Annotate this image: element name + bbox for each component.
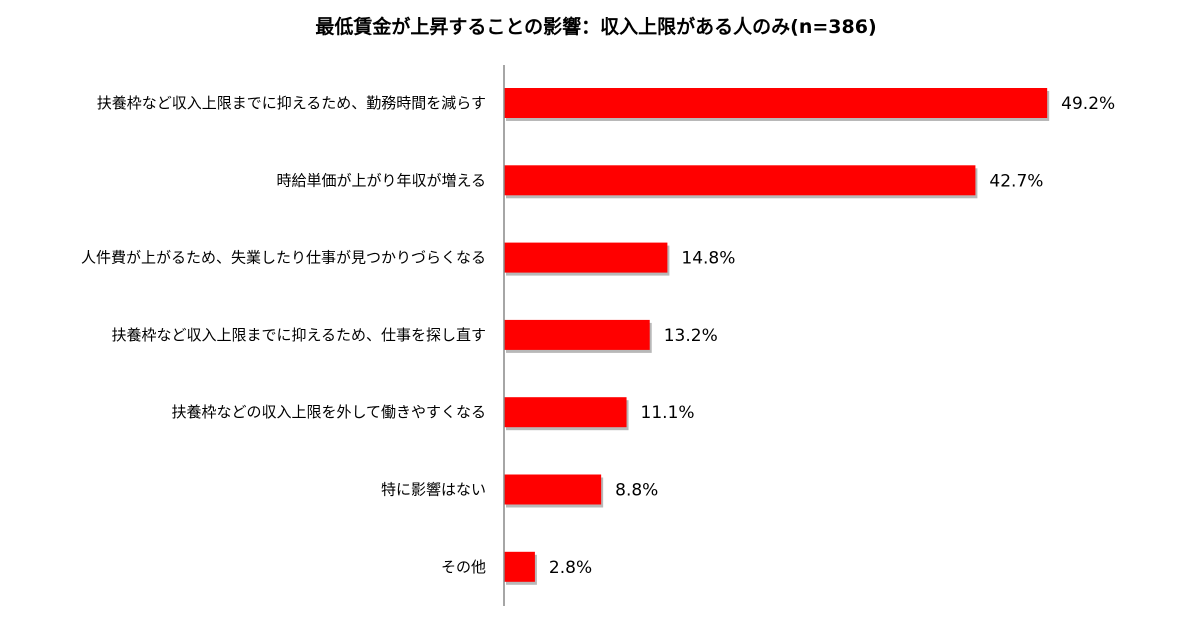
bar xyxy=(504,397,627,428)
value-label: 49.2% xyxy=(1061,94,1115,114)
value-label: 13.2% xyxy=(664,326,718,346)
bar xyxy=(504,88,1048,118)
bars xyxy=(504,88,1048,582)
bar xyxy=(504,242,668,273)
value-label: 8.8% xyxy=(615,481,658,501)
bar xyxy=(504,319,650,350)
value-label: 14.8% xyxy=(681,249,735,269)
bar xyxy=(504,551,535,582)
category-label: 扶養枠などの収入上限を外して働きやすくなる xyxy=(171,403,486,421)
category-label: その他 xyxy=(441,558,486,576)
category-label: 人件費が上がるため、失業したり仕事が見つかりづらくなる xyxy=(81,249,486,267)
value-label: 42.7% xyxy=(989,171,1043,191)
category-labels: 扶養枠など収入上限までに抑えるため、勤務時間を減らす時給単価が上がり年収が増える… xyxy=(81,94,486,576)
category-label: 特に影響はない xyxy=(381,481,486,499)
bar xyxy=(504,165,976,196)
value-labels: 49.2% 42.7% 14.8% 13.2% 11.1% 8.8% 2.8% xyxy=(549,94,1115,578)
category-label: 時給単価が上がり年収が増える xyxy=(276,171,486,189)
value-label: 2.8% xyxy=(549,558,592,578)
category-label: 扶養枠など収入上限までに抑えるため、仕事を探し直す xyxy=(111,326,486,344)
value-label: 11.1% xyxy=(641,403,695,423)
chart-title: 最低賃金が上昇することの影響：収入上限がある人のみ(n=386) xyxy=(315,15,876,38)
bar xyxy=(504,474,602,505)
category-label: 扶養枠など収入上限までに抑えるため、勤務時間を減らす xyxy=(97,94,486,112)
